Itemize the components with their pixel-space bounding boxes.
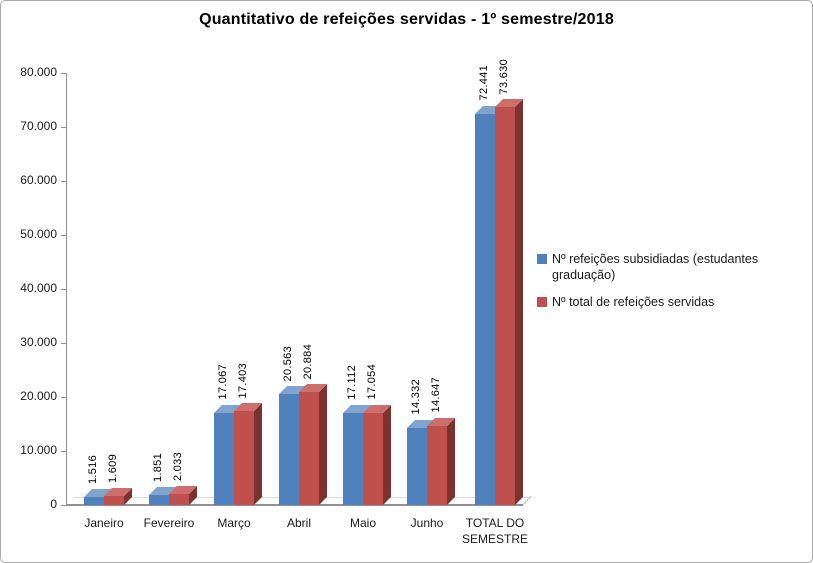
- y-axis-tick-label: 70.000: [20, 119, 57, 133]
- bar-value-label: 73.630: [498, 58, 510, 95]
- bar-value-label: 2.033: [172, 452, 184, 482]
- y-axis-tick-mark: [61, 181, 66, 182]
- x-axis-label: Março: [217, 516, 251, 530]
- y-axis-tick-label: 50.000: [20, 227, 57, 241]
- bar: [363, 412, 383, 505]
- bar-value-label: 20.884: [302, 343, 314, 380]
- bar: [495, 107, 515, 505]
- bar-value-label: 17.067: [217, 364, 229, 400]
- bar-side-face: [383, 404, 391, 505]
- bar: [427, 425, 447, 505]
- legend-swatch: [537, 254, 547, 264]
- x-axis-label: Junho: [410, 516, 444, 530]
- y-axis-tick-mark: [61, 235, 66, 236]
- bar-value-label: 1.851: [152, 452, 164, 483]
- legend-item: Nº total de refeições servidas: [537, 294, 801, 310]
- bar-side-face: [447, 417, 455, 505]
- y-axis-tick-label: 20.000: [20, 389, 57, 403]
- bar: [169, 494, 189, 505]
- y-axis-tick-label: 10.000: [20, 443, 57, 457]
- x-axis-line: [66, 504, 523, 506]
- legend-swatch: [537, 297, 547, 307]
- bar: [407, 427, 427, 505]
- bar: [279, 393, 299, 505]
- y-axis-tick-label: 40.000: [20, 281, 57, 295]
- x-axis-label: Abril: [286, 516, 311, 530]
- bar: [214, 412, 234, 505]
- bar-side-face: [254, 403, 262, 505]
- y-axis-tick-label: 80.000: [20, 65, 57, 79]
- bar-value-label: 1.516: [87, 454, 99, 484]
- legend-label: Nº total de refeições servidas: [552, 295, 715, 309]
- y-axis-tick-mark: [61, 505, 66, 506]
- x-axis-label: Janeiro: [84, 516, 124, 530]
- bar-value-label: 72.441: [478, 65, 490, 101]
- bar-value-label: 1.609: [107, 454, 119, 484]
- y-axis-tick-mark: [61, 73, 66, 74]
- legend-label: Nº refeições subsidiadas (estudantes gra…: [552, 252, 759, 282]
- bar-value-label: 17.403: [237, 362, 249, 399]
- y-axis-tick-mark: [61, 451, 66, 452]
- y-axis-tick-mark: [61, 343, 66, 344]
- bar-value-label: 17.054: [366, 364, 378, 400]
- legend-item: Nº refeições subsidiadas (estudantes gra…: [537, 251, 801, 283]
- bar-side-face: [319, 384, 327, 505]
- y-axis-tick-mark: [61, 289, 66, 290]
- bar-value-label: 14.332: [410, 379, 422, 415]
- bar-side-face: [515, 99, 523, 505]
- y-axis-tick-mark: [61, 397, 66, 398]
- legend: Nº refeições subsidiadas (estudantes gra…: [537, 251, 801, 310]
- bar: [104, 496, 124, 505]
- bar-value-label: 17.112: [346, 364, 358, 400]
- bar: [149, 495, 169, 505]
- y-axis-tick-mark: [61, 127, 66, 128]
- bar: [84, 496, 104, 505]
- y-axis-tick-label: 30.000: [20, 335, 57, 349]
- y-axis-tick-label: 0: [50, 497, 57, 511]
- bar-value-label: 20.563: [282, 345, 294, 381]
- bar: [299, 392, 319, 505]
- bar: [343, 412, 363, 505]
- bar: [475, 113, 495, 505]
- bar: [234, 411, 254, 505]
- chart-title: Quantitativo de refeições servidas - 1º …: [199, 11, 614, 28]
- x-axis-label: Fevereiro: [143, 516, 195, 530]
- y-axis-tick-label: 60.000: [20, 173, 57, 187]
- bar-value-label: 14.647: [430, 377, 442, 413]
- y-axis-line: [66, 73, 67, 505]
- x-axis-label: Maio: [349, 516, 376, 530]
- x-axis-label: TOTAL DO SEMESTRE: [461, 516, 528, 547]
